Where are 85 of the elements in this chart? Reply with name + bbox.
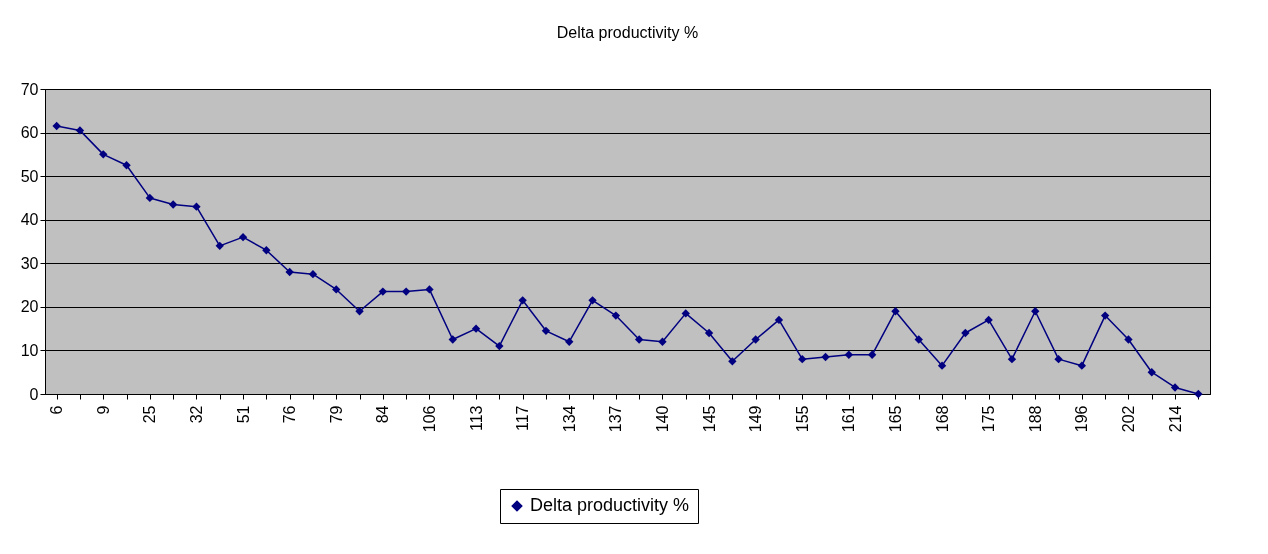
point <box>262 246 271 255</box>
x-tick-label: 32 <box>187 405 205 424</box>
point <box>378 287 388 296</box>
point <box>891 307 900 316</box>
x-tick-label: 155 <box>793 405 811 433</box>
point <box>867 350 877 359</box>
point <box>518 296 527 305</box>
point <box>308 270 318 279</box>
chart-title: Delta productivity % <box>556 24 699 41</box>
point <box>1007 354 1017 364</box>
x-tick-label: 134 <box>560 405 578 433</box>
x-tick-label: 188 <box>1026 405 1044 433</box>
point <box>168 200 178 209</box>
x-tick-label: 6 <box>48 405 66 415</box>
point <box>52 121 61 131</box>
point <box>192 202 201 211</box>
point <box>844 350 854 359</box>
x-tick-label: 9 <box>94 405 112 415</box>
point <box>495 341 504 351</box>
y-tick-label: 10 <box>20 341 39 359</box>
point <box>448 335 457 344</box>
y-tick-label: 30 <box>20 254 39 272</box>
point <box>937 361 947 370</box>
x-tick-label: 214 <box>1166 405 1184 433</box>
x-tick-label: 113 <box>467 405 485 432</box>
point <box>984 315 993 325</box>
point <box>821 352 830 362</box>
y-tick-label: 20 <box>20 298 39 316</box>
point <box>588 296 597 305</box>
x-tick-label: 51 <box>234 405 252 424</box>
x-tick-label: 202 <box>1119 405 1137 433</box>
point <box>1194 389 1203 399</box>
point <box>961 328 970 338</box>
point <box>1170 383 1180 392</box>
x-tick-label: 25 <box>141 405 159 424</box>
x-tick-label: 145 <box>700 405 718 433</box>
point <box>1124 335 1133 344</box>
point <box>728 357 737 366</box>
y-tick-label: 50 <box>20 167 39 185</box>
point <box>471 324 481 333</box>
y-tick-label: 70 <box>20 80 39 98</box>
x-tick-label: 165 <box>886 405 904 433</box>
x-tick-label: 84 <box>374 405 392 424</box>
point <box>332 285 341 294</box>
point <box>1054 354 1063 364</box>
point <box>99 150 108 159</box>
legend-label: Delta productivity % <box>530 495 690 515</box>
x-tick-label: 79 <box>327 405 345 424</box>
point <box>285 267 294 277</box>
point <box>425 285 434 294</box>
point <box>1147 368 1156 377</box>
point <box>751 335 760 344</box>
point <box>1031 307 1040 316</box>
point <box>658 337 667 346</box>
y-tick-label: 0 <box>29 385 39 403</box>
point <box>238 232 248 242</box>
x-tick-label: 168 <box>933 405 951 433</box>
point <box>541 326 551 335</box>
x-tick-label: 149 <box>747 405 765 433</box>
x-tick-label: 76 <box>281 405 299 424</box>
x-tick-label: 196 <box>1073 405 1091 433</box>
point <box>704 328 714 338</box>
x-tick-label: 175 <box>980 405 998 433</box>
point <box>401 287 411 296</box>
point <box>145 193 155 203</box>
point <box>215 241 224 251</box>
point <box>681 309 690 318</box>
point <box>914 335 923 344</box>
point <box>634 335 644 344</box>
y-tick-label: 40 <box>20 211 39 229</box>
point <box>75 126 85 135</box>
point <box>355 307 364 316</box>
x-tick-label: 140 <box>653 405 671 433</box>
x-tick-label: 106 <box>420 405 438 433</box>
point <box>798 354 807 364</box>
y-tick-label: 60 <box>20 124 39 142</box>
point <box>1100 311 1110 320</box>
x-tick-label: 161 <box>840 405 858 433</box>
x-tick-label: 117 <box>514 405 532 432</box>
point <box>611 311 621 320</box>
point <box>774 315 784 325</box>
x-tick-label: 137 <box>607 405 625 433</box>
point <box>122 161 131 170</box>
point <box>565 337 574 346</box>
point <box>1077 361 1087 370</box>
